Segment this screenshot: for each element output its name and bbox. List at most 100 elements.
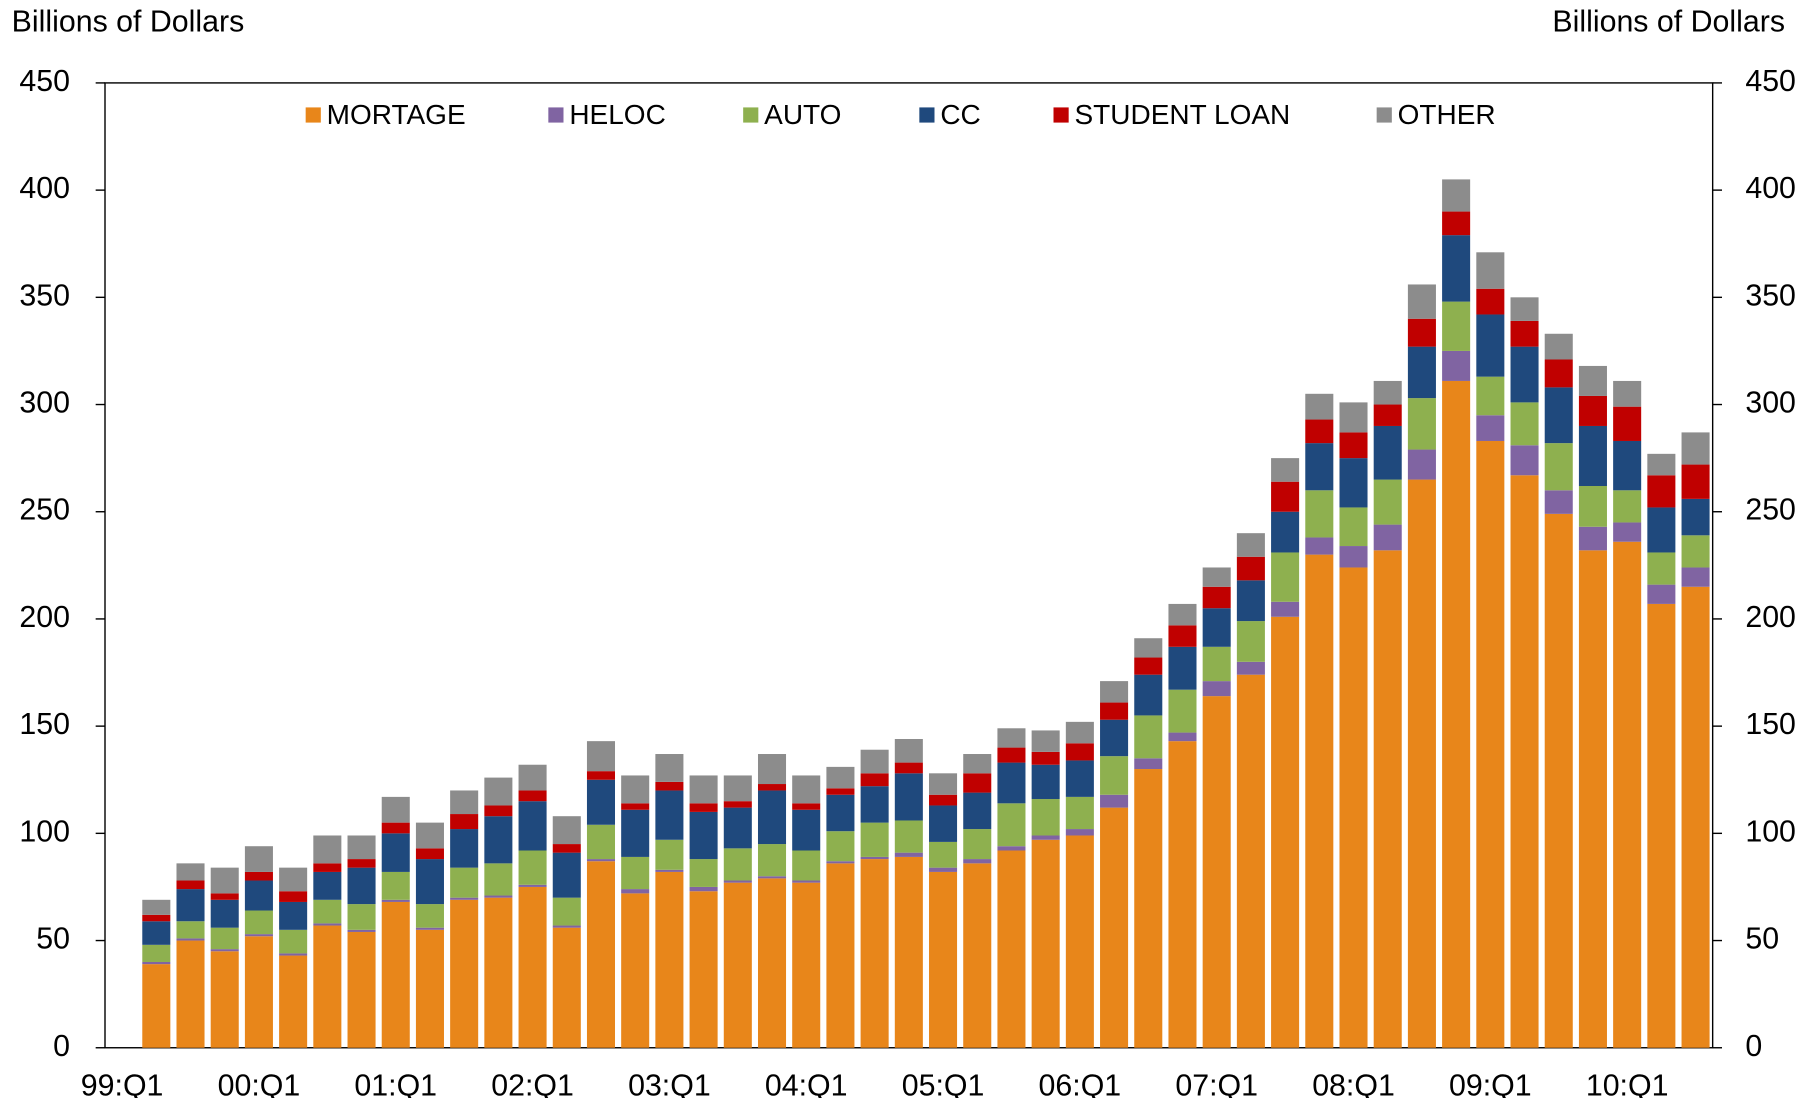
bar-segment <box>655 871 684 1048</box>
bar-segment <box>1305 419 1334 444</box>
bar-segment <box>1544 359 1573 388</box>
bar-segment <box>860 856 889 860</box>
legend-swatch <box>1053 107 1069 123</box>
bar-segment <box>347 931 376 1048</box>
legend-swatch <box>305 107 321 123</box>
y-tick-label: 50 <box>36 923 70 956</box>
legend-label: OTHER <box>1398 99 1496 130</box>
bar-segment <box>484 897 513 1048</box>
bar-segment <box>1271 616 1300 1048</box>
bar-segment <box>279 867 308 892</box>
bar-segment <box>1407 318 1436 347</box>
bar-segment <box>142 899 171 915</box>
bar-segment <box>997 850 1026 1048</box>
bar-segment <box>484 805 513 817</box>
bar-segment <box>1031 730 1060 752</box>
bar-segment <box>1681 586 1710 1048</box>
bar-segment <box>1373 380 1402 405</box>
bar-segment <box>381 833 410 872</box>
bar-segment <box>244 910 273 935</box>
bar-segment <box>826 794 855 832</box>
bar-segment <box>1510 475 1539 1048</box>
bar-segment <box>1681 464 1710 499</box>
bar-segment <box>1510 320 1539 347</box>
bar-segment <box>484 863 513 896</box>
x-tick-label: 07:Q1 <box>1175 1069 1258 1098</box>
bar-segment <box>1544 490 1573 514</box>
bar-segment <box>621 775 650 804</box>
bar-segment <box>1407 398 1436 450</box>
bar-segment <box>1578 550 1607 1048</box>
bar-segment <box>792 809 821 851</box>
bar-segment <box>415 822 444 849</box>
bar-segment <box>552 927 581 1048</box>
bar-segment <box>450 814 479 830</box>
bar-segment <box>450 899 479 1048</box>
bar-segment <box>1031 835 1060 840</box>
bar-segment <box>1647 475 1676 508</box>
bar-segment <box>1271 481 1300 512</box>
bar-segment <box>313 871 342 900</box>
bar-segment <box>1613 380 1642 407</box>
bar-segment <box>860 749 889 774</box>
bar-segment <box>552 844 581 853</box>
bar-segment <box>723 882 752 1048</box>
bar-segment <box>997 846 1026 851</box>
bar-segment <box>1168 625 1197 647</box>
bar-segment <box>963 829 992 860</box>
legend-swatch <box>548 107 564 123</box>
bar-segment <box>1647 507 1676 553</box>
bar-segment <box>381 796 410 823</box>
bar-segment <box>586 859 616 862</box>
bar-segment <box>381 871 410 900</box>
bar-segment <box>826 788 855 795</box>
bar-segment <box>1236 533 1265 557</box>
bar-segment <box>1373 524 1402 551</box>
bar-segment <box>894 739 923 763</box>
bar-segment <box>1578 395 1607 426</box>
bar-segment <box>1065 760 1094 797</box>
bar-segment <box>381 899 410 902</box>
bar-segment <box>792 803 821 810</box>
bar-segment <box>1065 829 1094 836</box>
bar-segment <box>723 775 752 802</box>
bar-segment <box>1647 603 1676 1048</box>
bar-segment <box>1236 556 1265 581</box>
bar-segment <box>997 803 1026 847</box>
bar-segment <box>210 899 239 928</box>
bar-segment <box>1613 440 1642 491</box>
bar-segment <box>689 891 718 1048</box>
bar-segment <box>757 878 787 1048</box>
x-tick-label: 02:Q1 <box>491 1069 574 1098</box>
bar-segment <box>1681 432 1710 465</box>
bar-segment <box>518 884 547 887</box>
bar-segment <box>1442 301 1471 351</box>
bar-segment <box>1510 297 1539 321</box>
bar-segment <box>415 848 444 860</box>
bar-segment <box>1544 513 1573 1048</box>
bar-segment <box>963 773 992 793</box>
legend-label: AUTO <box>764 99 841 130</box>
bar-segment <box>244 846 273 872</box>
bar-segment <box>552 925 581 928</box>
bar-segment <box>1476 440 1505 1048</box>
y-tick-label: 400 <box>19 172 70 205</box>
bar-segment <box>450 867 479 898</box>
bar-segment <box>142 914 171 922</box>
bar-segment <box>757 790 787 845</box>
x-tick-label: 08:Q1 <box>1312 1069 1395 1098</box>
bar-segment <box>963 792 992 830</box>
bar-segment <box>621 893 650 1048</box>
bar-segment <box>176 889 205 922</box>
bar-segment <box>963 863 992 1048</box>
bar-segment <box>1544 333 1573 360</box>
y2-tick-label: 400 <box>1745 172 1796 205</box>
bar-segment <box>929 867 958 872</box>
bar-segment <box>1236 674 1265 1048</box>
bar-segment <box>450 829 479 868</box>
bar-segment <box>894 820 923 853</box>
bar-segment <box>279 891 308 902</box>
bar-segment <box>1578 365 1607 396</box>
y2-tick-label: 0 <box>1745 1030 1762 1063</box>
legend-label: HELOC <box>569 99 665 130</box>
